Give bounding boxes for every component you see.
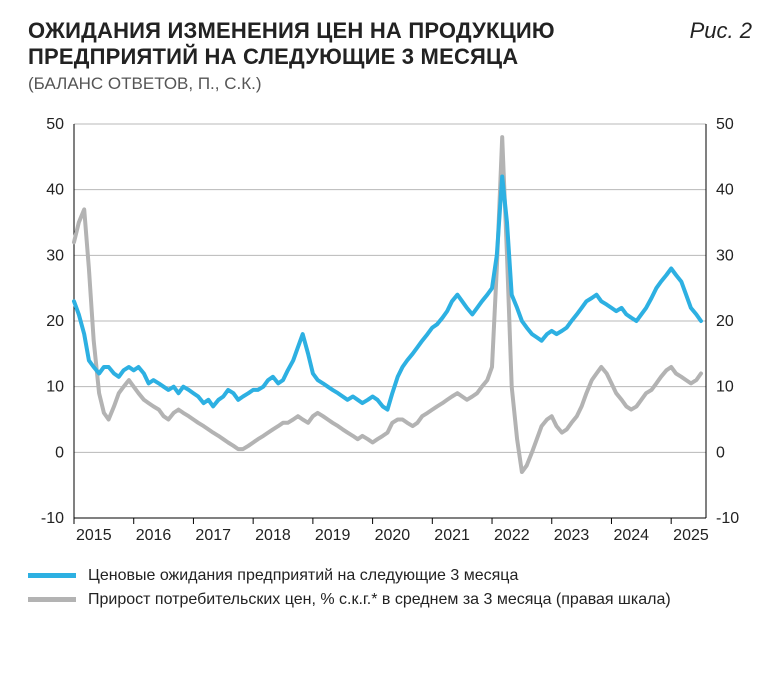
y-right-tick: 10 — [716, 379, 734, 396]
x-tick-label: 2018 — [255, 527, 291, 544]
y-left-tick: 10 — [46, 379, 64, 396]
chart-title: ОЖИДАНИЯ ИЗМЕНЕНИЯ ЦЕН НА ПРОДУКЦИЮ ПРЕД… — [28, 18, 555, 70]
chart-subtitle: (БАЛАНС ОТВЕТОВ, П., С.К.) — [28, 74, 555, 94]
x-tick-label: 2023 — [554, 527, 590, 544]
y-left-tick: 0 — [55, 444, 64, 461]
y-left-tick: -10 — [41, 510, 64, 527]
y-left-tick: 30 — [46, 247, 64, 264]
y-right-tick: 20 — [716, 313, 734, 330]
chart: -10 0 10 20 30 40 50 -10 0 10 20 30 40 50 2015 2016 2017… — [28, 112, 752, 557]
y-right-tick: -10 — [716, 510, 739, 527]
legend-swatch — [28, 573, 76, 578]
x-tick-label: 2025 — [673, 527, 709, 544]
x-tick-label: 2022 — [494, 527, 530, 544]
plot-bg — [28, 112, 752, 552]
x-tick-label: 2017 — [195, 527, 231, 544]
legend-item: Ценовые ожидания предприятий на следующи… — [28, 567, 752, 585]
y-left-tick: 50 — [46, 116, 64, 133]
legend-swatch — [28, 597, 76, 602]
title-line-1: ОЖИДАНИЯ ИЗМЕНЕНИЯ ЦЕН НА ПРОДУКЦИЮ — [28, 18, 555, 43]
x-tick-label: 2024 — [613, 527, 649, 544]
figure-container: ОЖИДАНИЯ ИЗМЕНЕНИЯ ЦЕН НА ПРОДУКЦИЮ ПРЕД… — [0, 0, 780, 682]
legend-label: Прирост потребительских цен, % с.к.г.* в… — [88, 591, 671, 609]
legend-item: Прирост потребительских цен, % с.к.г.* в… — [28, 591, 752, 609]
line-chart-svg: -10 0 10 20 30 40 50 -10 0 10 20 30 40 50 2015 2016 2017… — [28, 112, 752, 552]
y-right-tick: 50 — [716, 116, 734, 133]
y-right-tick: 0 — [716, 444, 725, 461]
legend: Ценовые ожидания предприятий на следующи… — [28, 567, 752, 609]
x-tick-label: 2021 — [434, 527, 470, 544]
x-tick-label: 2020 — [375, 527, 411, 544]
title-line-2: ПРЕДПРИЯТИЙ НА СЛЕДУЮЩИЕ 3 МЕСЯЦА — [28, 44, 518, 69]
x-tick-label: 2019 — [315, 527, 351, 544]
y-right-tick: 40 — [716, 182, 734, 199]
header: ОЖИДАНИЯ ИЗМЕНЕНИЯ ЦЕН НА ПРОДУКЦИЮ ПРЕД… — [28, 18, 752, 94]
x-tick-label: 2015 — [76, 527, 112, 544]
legend-label: Ценовые ожидания предприятий на следующи… — [88, 567, 518, 585]
title-block: ОЖИДАНИЯ ИЗМЕНЕНИЯ ЦЕН НА ПРОДУКЦИЮ ПРЕД… — [28, 18, 555, 94]
y-left-tick: 40 — [46, 182, 64, 199]
figure-label: Рис. 2 — [680, 18, 752, 44]
x-tick-label: 2016 — [136, 527, 172, 544]
y-left-tick: 20 — [46, 313, 64, 330]
y-right-tick: 30 — [716, 247, 734, 264]
